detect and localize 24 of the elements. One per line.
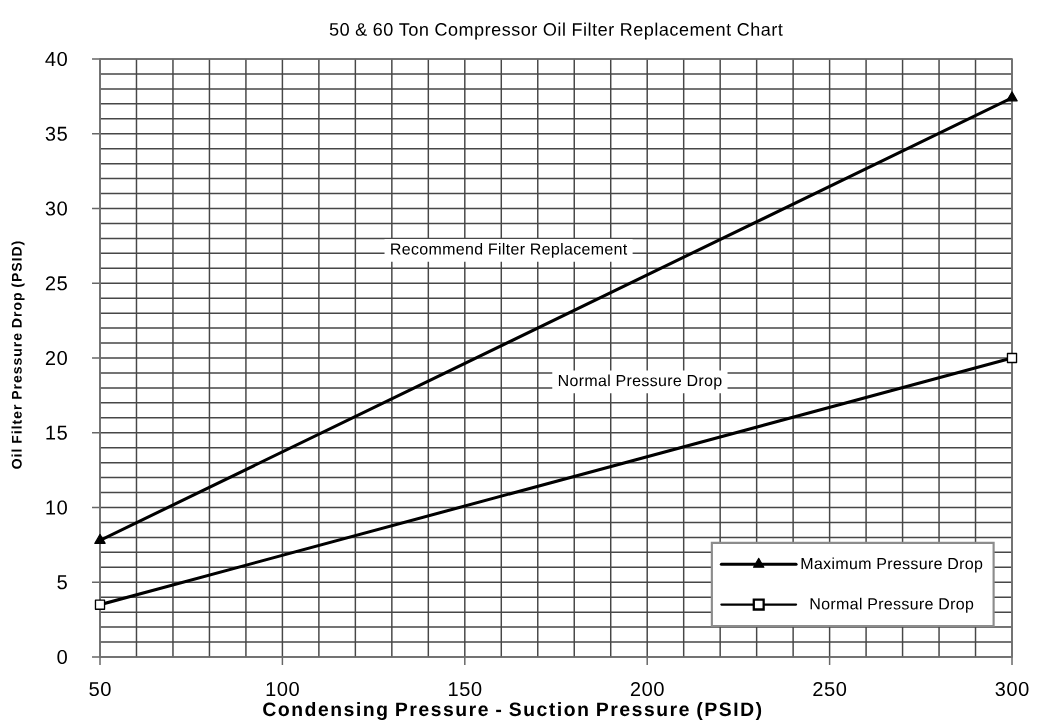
x-axis-title: Condensing Pressure - Suction Pressure (PSID) xyxy=(263,701,762,721)
point xyxy=(94,599,106,610)
y-tick-label: 10 xyxy=(46,500,67,515)
y-tick-label: 30 xyxy=(45,201,67,216)
x-tick-label: 50 xyxy=(89,681,111,697)
point xyxy=(1006,352,1018,364)
legend-label: Maximum Pressure Drop xyxy=(801,557,983,573)
annotation: Normal Pressure Drop xyxy=(558,374,722,390)
legend-label: Normal Pressure Drop xyxy=(810,597,974,613)
x-tick-label: 200 xyxy=(630,681,664,697)
y-tick-label: 25 xyxy=(45,276,67,291)
y-tick-label: 40 xyxy=(45,51,67,67)
y-tick-label: 35 xyxy=(45,126,67,141)
annotation: Recommend Filter Replacement xyxy=(391,242,628,258)
x-tick-label: 150 xyxy=(449,681,482,697)
x-tick-label: 100 xyxy=(266,681,299,697)
x-tick-label: 250 xyxy=(813,681,847,697)
y-tick-label: 15 xyxy=(46,425,67,440)
x-tick-label: 300 xyxy=(995,681,1029,697)
y-tick-label: 20 xyxy=(45,350,67,366)
y-tick-label: 0 xyxy=(57,649,67,665)
chart-title: 50 & 60 Ton Compressor Oil Filter Replacement Chart xyxy=(329,22,783,40)
y-axis-title: Oil Filter Pressure Drop (PSID) xyxy=(11,241,25,469)
y-tick-label: 5 xyxy=(57,575,67,590)
